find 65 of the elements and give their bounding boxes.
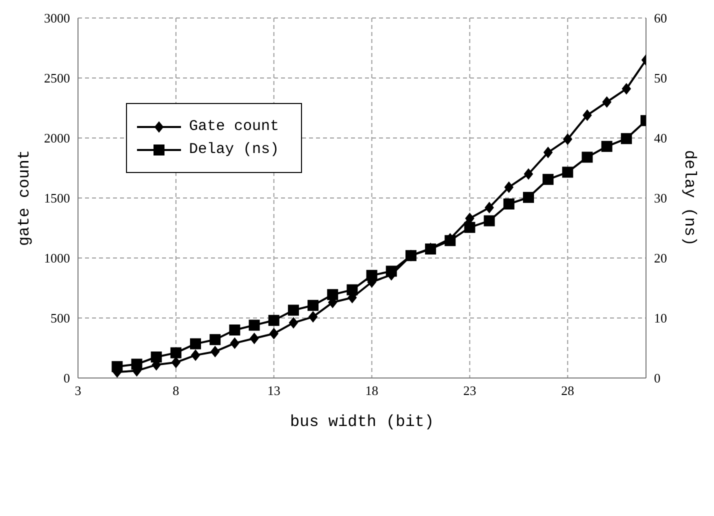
x-tick-label: 28 bbox=[561, 383, 574, 398]
point bbox=[327, 289, 338, 300]
point bbox=[622, 83, 631, 94]
point bbox=[269, 328, 278, 340]
y-tick-label: 1000 bbox=[44, 250, 70, 266]
point bbox=[150, 352, 162, 362]
point bbox=[112, 361, 123, 372]
point bbox=[171, 356, 180, 368]
point bbox=[524, 168, 533, 180]
y2-axis-title: delay (ns) bbox=[680, 150, 698, 246]
point bbox=[268, 314, 280, 326]
legend-label: Gate count bbox=[189, 118, 280, 135]
point bbox=[366, 270, 378, 281]
x-tick-label: 8 bbox=[172, 383, 180, 398]
point bbox=[191, 350, 200, 361]
x-tick-label: 3 bbox=[74, 383, 82, 398]
y2-tick-label: 30 bbox=[654, 190, 667, 206]
point bbox=[582, 152, 593, 163]
y2-tick-label: 10 bbox=[654, 310, 667, 326]
y2-tick-label: 40 bbox=[654, 130, 667, 146]
point bbox=[346, 284, 358, 296]
point bbox=[248, 320, 260, 331]
y-axis-title: gate count bbox=[16, 150, 34, 246]
point bbox=[484, 215, 495, 226]
point bbox=[503, 198, 514, 210]
point bbox=[582, 110, 592, 121]
point bbox=[210, 334, 221, 346]
point bbox=[504, 182, 514, 193]
point bbox=[563, 134, 572, 145]
point bbox=[602, 96, 612, 108]
point bbox=[250, 332, 259, 344]
point bbox=[288, 317, 298, 328]
point bbox=[170, 347, 182, 358]
y-tick-label: 2000 bbox=[44, 130, 70, 146]
y2-tick-label: 50 bbox=[654, 70, 667, 86]
x-tick-label: 23 bbox=[463, 383, 476, 398]
point bbox=[210, 346, 220, 358]
y-tick-label: 0 bbox=[64, 370, 70, 386]
point bbox=[386, 266, 397, 277]
point bbox=[484, 202, 494, 214]
x-tick-label: 18 bbox=[365, 383, 378, 398]
point bbox=[190, 338, 202, 350]
y2-tick-label: 60 bbox=[654, 10, 667, 26]
point bbox=[620, 133, 632, 144]
point bbox=[288, 304, 299, 316]
point bbox=[229, 324, 240, 336]
y-tick-label: 3000 bbox=[44, 10, 70, 26]
point bbox=[464, 222, 476, 233]
y-tick-label: 1500 bbox=[44, 190, 70, 206]
point bbox=[230, 338, 240, 349]
x-axis-title: bus width (bit) bbox=[290, 413, 434, 431]
point bbox=[308, 311, 318, 322]
point bbox=[131, 358, 142, 370]
point bbox=[522, 192, 534, 203]
y-tick-label: 500 bbox=[50, 310, 70, 326]
x-tick-label: 13 bbox=[267, 383, 280, 398]
y2-tick-label: 0 bbox=[654, 370, 660, 386]
y-tick-label: 2500 bbox=[44, 70, 70, 86]
legend-label: Delay (ns) bbox=[189, 141, 280, 158]
point bbox=[308, 300, 319, 311]
y2-tick-label: 20 bbox=[654, 250, 667, 266]
point bbox=[601, 140, 612, 152]
point bbox=[544, 146, 553, 158]
point bbox=[562, 166, 574, 178]
point bbox=[542, 174, 554, 185]
